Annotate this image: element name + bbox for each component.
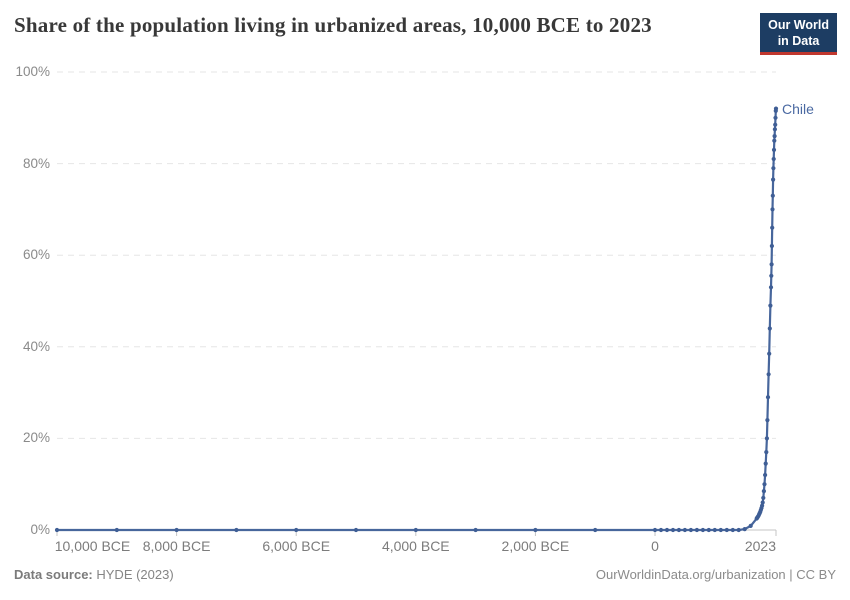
x-tick-label: 6,000 BCE (262, 538, 331, 554)
x-tick-label: 8,000 BCE (142, 538, 211, 554)
chart-title: Share of the population living in urbani… (14, 13, 652, 37)
y-tick-label: 0% (30, 522, 50, 537)
x-tick-label: 2,000 BCE (501, 538, 570, 554)
series-label-chile: Chile (782, 100, 814, 117)
y-tick-label: 20% (22, 430, 50, 446)
owid-logo: Our World in Data (760, 13, 837, 55)
owid-logo-line2: in Data (777, 34, 820, 48)
x-tick-label: 10,000 BCE (54, 538, 131, 554)
y-tick-label: 60% (22, 247, 50, 263)
x-tick-label: 0 (651, 538, 659, 554)
x-tick-label: 2023 (744, 538, 776, 554)
chart-footer: Data source: HYDE (2023) OurWorldinData.… (14, 567, 836, 582)
data-source-value: HYDE (2023) (96, 567, 174, 582)
footer-attribution: OurWorldinData.org/urbanization | CC BY (595, 567, 836, 582)
y-tick-label: 40% (22, 338, 50, 354)
data-source: Data source: HYDE (2023) (14, 567, 174, 582)
y-tick-label: 100% (15, 64, 50, 79)
x-tick-label: 4,000 BCE (381, 538, 450, 554)
data-source-label: Data source: (14, 567, 93, 582)
y-tick-label: 80% (22, 155, 50, 171)
owid-logo-line1: Our World (768, 18, 829, 32)
